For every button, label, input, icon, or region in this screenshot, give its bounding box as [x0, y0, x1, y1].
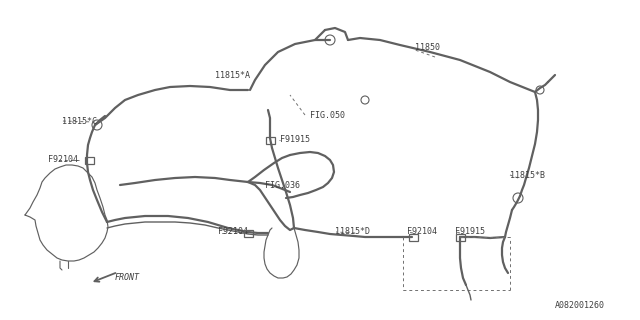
Text: F91915: F91915 [280, 135, 310, 145]
Bar [266, 137, 275, 143]
Text: FIG.036: FIG.036 [265, 180, 300, 189]
Text: F92104: F92104 [218, 228, 248, 236]
Text: 11815*A: 11815*A [215, 70, 250, 79]
Text: FIG.050: FIG.050 [310, 110, 345, 119]
Text: 11850: 11850 [415, 44, 440, 52]
Bar [243, 229, 253, 236]
Text: A082001260: A082001260 [555, 300, 605, 309]
Bar [456, 234, 465, 241]
Bar [84, 156, 93, 164]
Text: FRONT: FRONT [115, 274, 140, 283]
Text: F92104: F92104 [48, 156, 78, 164]
Text: 11815*D: 11815*D [335, 228, 370, 236]
Text: F91915: F91915 [455, 228, 485, 236]
Text: 11815*C: 11815*C [62, 116, 97, 125]
Bar [408, 234, 417, 241]
Text: F92104: F92104 [407, 228, 437, 236]
Text: 11815*B: 11815*B [510, 171, 545, 180]
